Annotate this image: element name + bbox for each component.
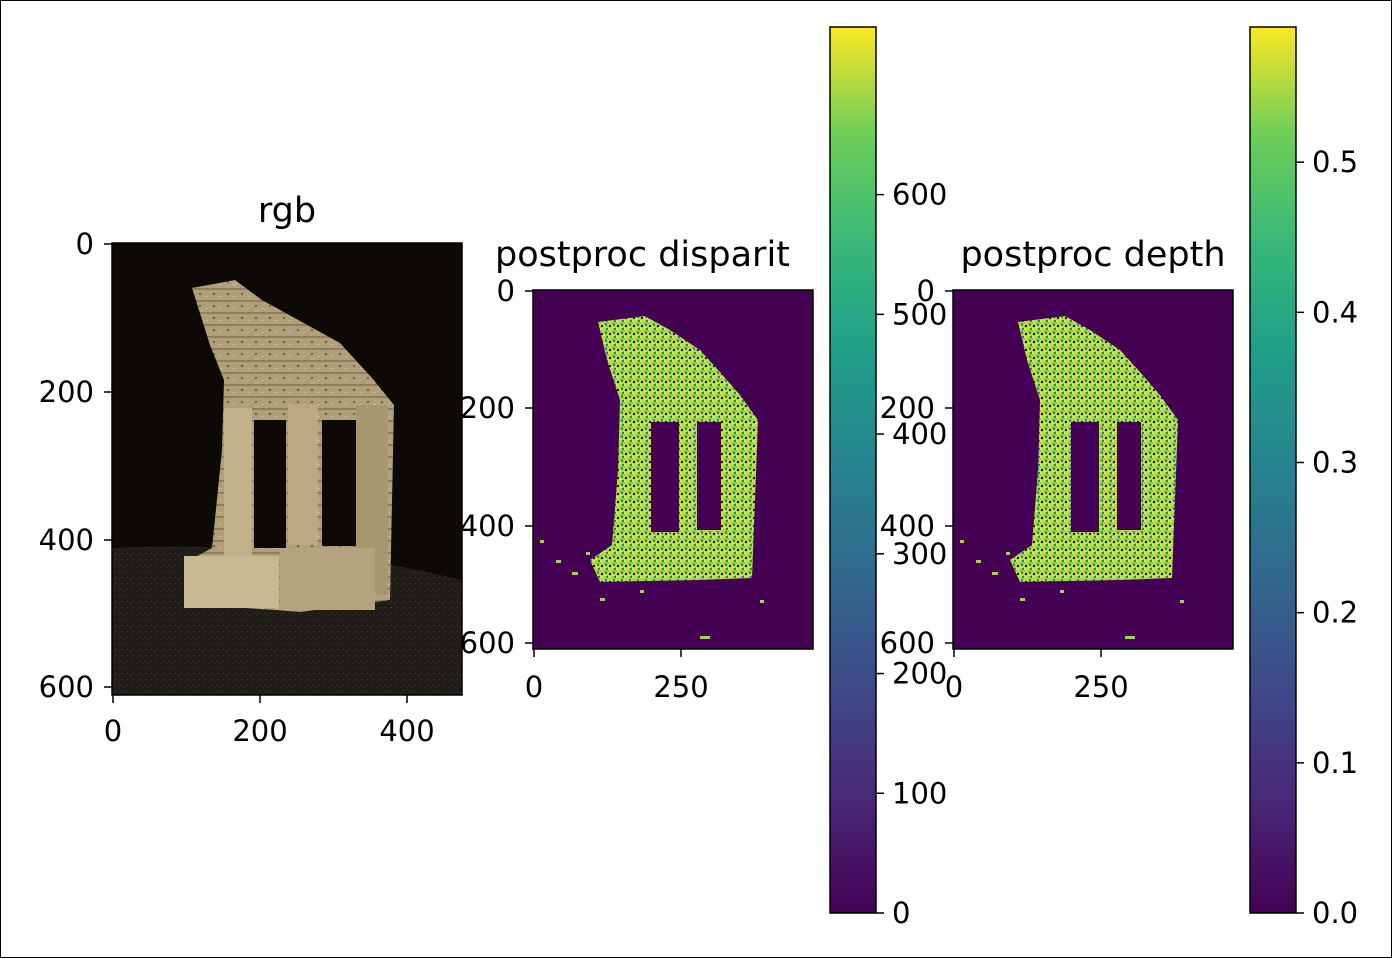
- disparity-colorbar-tick-label: 500: [892, 297, 947, 331]
- disparity-y-axis: 0 200 400 600: [460, 274, 533, 660]
- disparity-title: postproc disparit: [495, 235, 790, 275]
- depth-colorbar-tick-label: 0.4: [1312, 295, 1358, 329]
- depth-heatmap: [953, 290, 1233, 649]
- depth-colorbar-tick-label: 0.3: [1312, 445, 1358, 479]
- disparity-colorbar-tick-label: 300: [892, 537, 947, 571]
- disparity-ytick-label: 200: [460, 391, 515, 425]
- rgb-image: [112, 243, 462, 695]
- depth-ytick-label: 600: [880, 626, 935, 660]
- rgb-xtick-label: 0: [104, 714, 122, 748]
- disparity-heatmap: [533, 290, 813, 649]
- disparity-xtick-label: 0: [525, 670, 543, 704]
- rgb-ytick-label: 600: [39, 670, 94, 704]
- disparity-ytick-label: 400: [460, 509, 515, 543]
- depth-title: postproc depth: [960, 235, 1225, 275]
- depth-ytick-label: 0: [917, 274, 935, 308]
- depth-colorbar-tick-label: 0.5: [1312, 145, 1358, 179]
- rgb-xtick-label: 200: [232, 714, 287, 748]
- rgb-title: rgb: [258, 191, 316, 231]
- depth-colorbar: 0.0 0.1 0.2 0.3 0.4 0.5: [1249, 26, 1358, 930]
- rgb-ytick-label: 0: [76, 227, 94, 261]
- disparity-colorbar-tick-label: 200: [892, 657, 947, 691]
- rgb-panel: rgb 0 200 400 600 0 200 400: [39, 191, 463, 748]
- disparity-colorbar-tick-label: 600: [892, 178, 947, 212]
- rgb-xtick-label: 400: [379, 714, 434, 748]
- depth-xtick-label: 0: [945, 670, 963, 704]
- disparity-x-axis: 0 250: [525, 649, 709, 704]
- rgb-ytick-label: 400: [39, 523, 94, 557]
- disparity-colorbar-tick-label: 400: [892, 417, 947, 451]
- depth-ytick-label: 400: [880, 509, 935, 543]
- depth-colorbar-tick-label: 0.1: [1312, 746, 1358, 780]
- depth-colorbar-tick-label: 0.0: [1312, 896, 1358, 930]
- disparity-colorbar-tick-label: 100: [892, 776, 947, 810]
- rgb-ytick-label: 200: [39, 375, 94, 409]
- depth-axes-frame: [952, 289, 1234, 650]
- rgb-y-axis: 0 200 400 600: [39, 227, 112, 704]
- disparity-ytick-label: 0: [497, 274, 515, 308]
- depth-x-axis: 0 250: [945, 649, 1129, 704]
- disparity-colorbar-tick-label: 0: [892, 896, 910, 930]
- disparity-panel: postproc disparit 0 200 400 600 0 250: [460, 235, 814, 704]
- disparity-ytick-label: 600: [460, 626, 515, 660]
- depth-panel: postproc depth 0 200 400 600 0 250: [880, 235, 1234, 704]
- rgb-x-axis: 0 200 400: [104, 695, 435, 748]
- depth-ytick-label: 200: [880, 391, 935, 425]
- rgb-axes-frame: [111, 242, 463, 696]
- disparity-axes-frame: [532, 289, 814, 650]
- depth-xtick-label: 250: [1073, 670, 1128, 704]
- disparity-xtick-label: 250: [653, 670, 708, 704]
- depth-colorbar-tick-label: 0.2: [1312, 596, 1358, 630]
- depth-y-axis: 0 200 400 600: [880, 274, 953, 660]
